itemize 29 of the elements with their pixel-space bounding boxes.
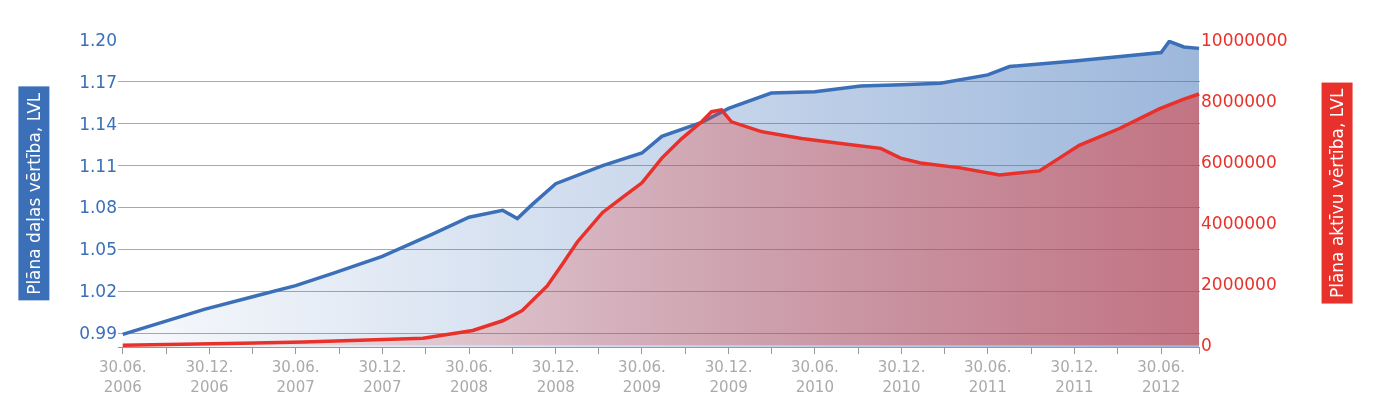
x-tick-label: 30.06. 2012 — [1137, 358, 1186, 396]
x-tick-label: 30.12. 2008 — [531, 358, 580, 396]
y2-tick-label: 6000000 — [1201, 152, 1277, 173]
y-tick-label: 1.14 — [79, 113, 117, 134]
y2-tick-label: 0 — [1201, 335, 1212, 356]
x-tick-label: 30.06. 2007 — [271, 358, 320, 396]
x-tick-label: 30.06. 2006 — [98, 358, 147, 396]
y2-tick-label: 8000000 — [1201, 90, 1277, 111]
x-tick-label: 30.06. 2011 — [963, 358, 1012, 396]
y-tick-label: 1.08 — [79, 197, 117, 218]
y-axis-title: Plāna daļas vērtība, LVL — [23, 92, 44, 295]
x-tick-label: 30.12. 2009 — [704, 358, 753, 396]
y-tick-label: 1.17 — [79, 71, 117, 92]
y-tick-label: 1.02 — [79, 281, 117, 302]
y-tick-label: 1.05 — [79, 239, 117, 260]
y2-tick-label: 10000000 — [1201, 29, 1288, 50]
y-tick-label: 0.99 — [79, 323, 117, 343]
x-tick-label: 30.12. 2007 — [358, 358, 407, 396]
y-tick-label: 1.11 — [79, 155, 117, 176]
x-tick-label: 30.06. 2009 — [618, 358, 666, 396]
y-tick-label: 1.20 — [79, 29, 117, 50]
y2-tick-label: 2000000 — [1201, 274, 1277, 295]
x-tick-label: 30.06. 2010 — [791, 358, 839, 396]
x-tick-label: 30.12. 2010 — [877, 358, 926, 396]
x-tick-label: 30.12. 2011 — [1050, 358, 1099, 396]
y2-tick-label: 4000000 — [1201, 213, 1277, 234]
x-tick-label: 30.12. 2006 — [185, 358, 234, 396]
x-tick-label: 30.06. 2008 — [445, 358, 493, 396]
y2-axis-title: Plāna aktīvu vērtība, LVL — [1327, 88, 1348, 299]
